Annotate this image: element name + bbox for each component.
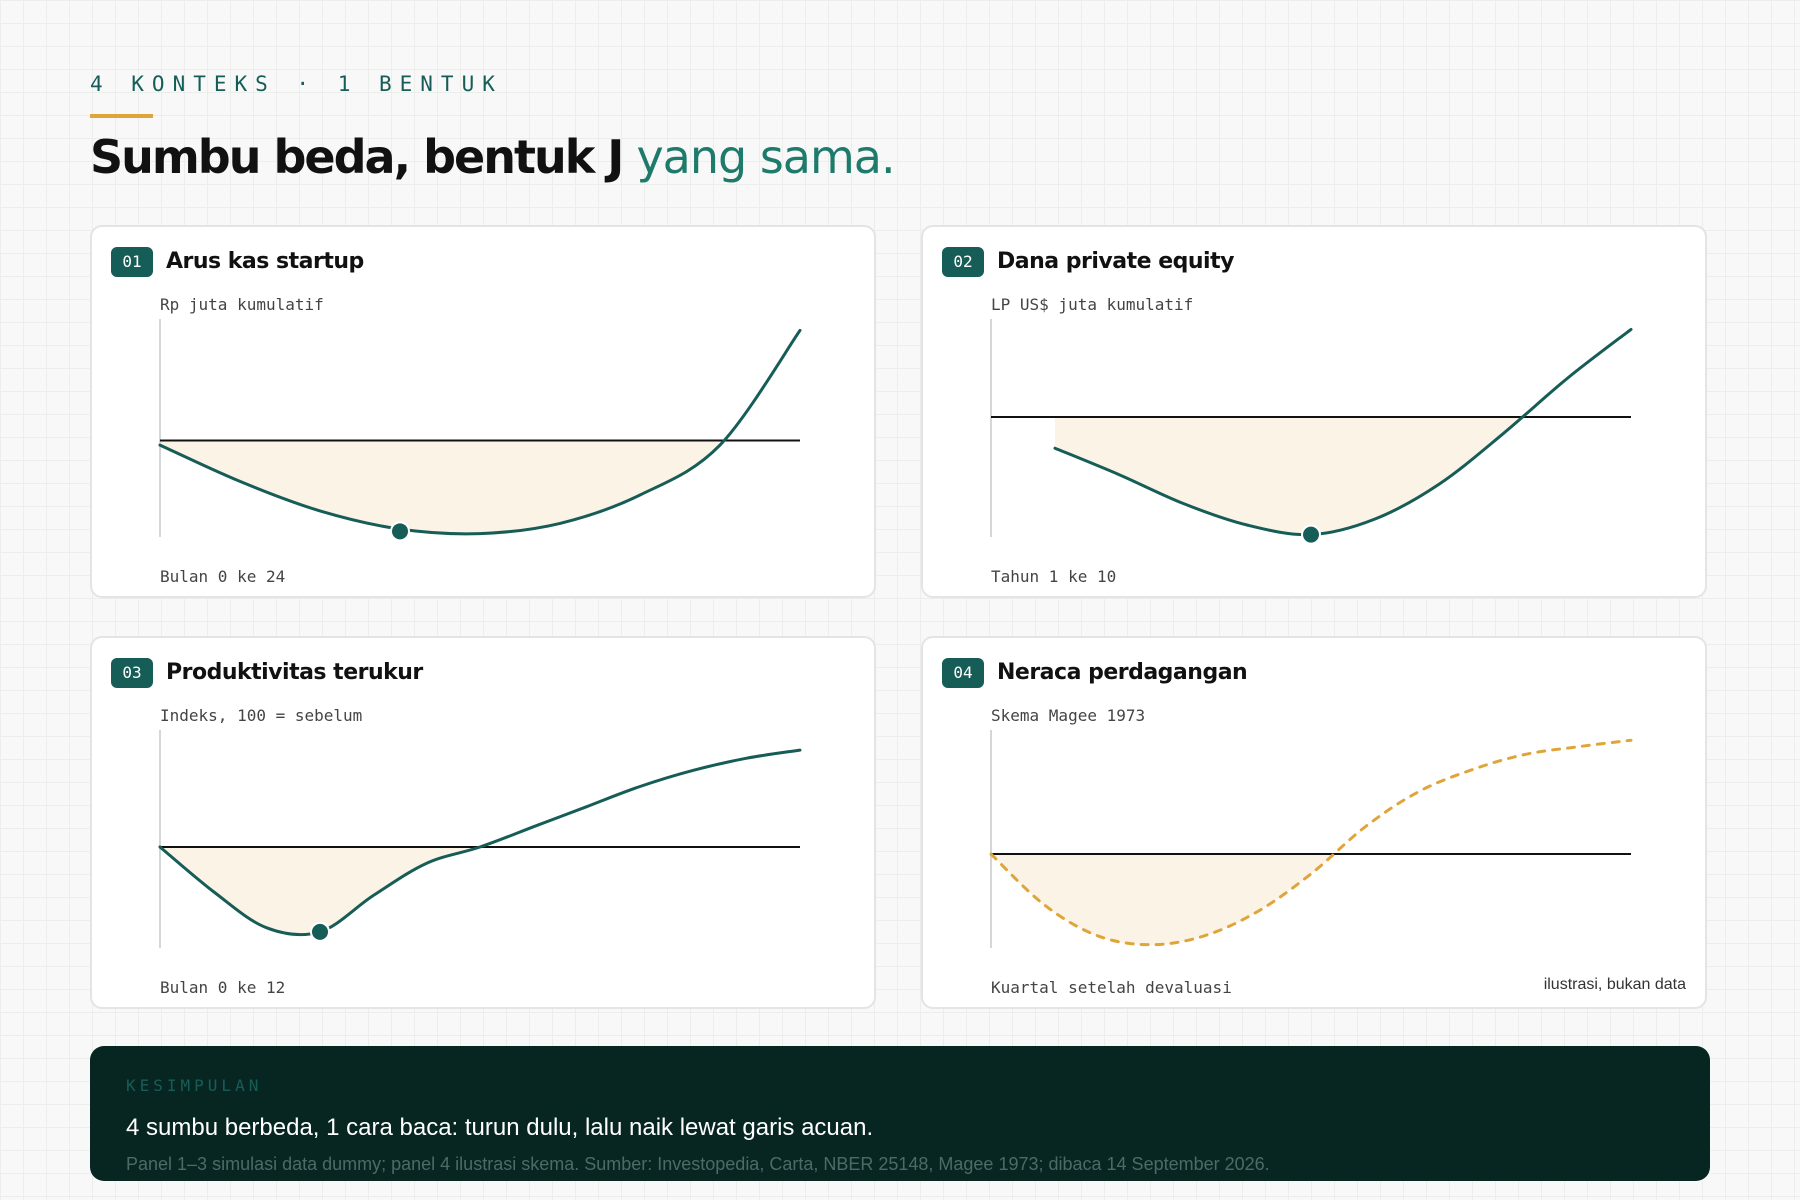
panel-unit-label: LP US$ juta kumulatif	[991, 295, 1194, 314]
conclusion-label: KESIMPULAN	[126, 1076, 263, 1095]
page-title-main: Sumbu beda, bentuk J	[90, 130, 624, 184]
series-line	[158, 328, 802, 536]
panel-productivity: 03 Produktivitas terukur Indeks, 100 = s…	[90, 636, 876, 1009]
trough-marker	[390, 521, 410, 542]
section-eyebrow: 4 KONTEKS · 1 BENTUK	[90, 72, 503, 96]
panel-x-label: Kuartal setelah devaluasi	[991, 978, 1232, 997]
chart-private-equity	[990, 319, 1633, 545]
chart-startup-cashflow	[158, 319, 802, 542]
below-baseline-area	[160, 847, 480, 935]
panel-unit-label: Rp juta kumulatif	[160, 295, 324, 314]
trough-marker	[1301, 524, 1321, 545]
series-line	[1053, 327, 1633, 537]
panel-unit-label: Indeks, 100 = sebelum	[160, 706, 363, 725]
panel-title: Dana private equity	[997, 249, 1234, 274]
page-title-accent: yang sama.	[636, 130, 895, 184]
below-baseline-area	[160, 440, 800, 534]
conclusion-panel: KESIMPULAN 4 sumbu berbeda, 1 cara baca:…	[90, 1046, 1710, 1181]
series-line	[989, 738, 1633, 947]
panel-x-label: Bulan 0 ke 24	[160, 567, 286, 586]
panel-unit-label: Skema Magee 1973	[991, 706, 1146, 725]
panel-x-label: Tahun 1 ke 10	[991, 567, 1117, 586]
panel-number-badge: 02	[942, 247, 984, 277]
conclusion-text: 4 sumbu berbeda, 1 cara baca: turun dulu…	[126, 1114, 874, 1141]
panel-private-equity: 02 Dana private equity LP US$ juta kumul…	[921, 225, 1707, 598]
panel-number-badge: 03	[111, 658, 153, 688]
panel-title: Arus kas startup	[166, 249, 364, 274]
illustration-note: ilustrasi, bukan data	[1543, 976, 1686, 993]
below-baseline-area	[991, 854, 1631, 945]
chart-productivity	[158, 730, 802, 948]
panel-number-badge: 04	[942, 658, 984, 688]
trough-marker	[310, 921, 330, 942]
eyebrow-underline	[90, 114, 153, 118]
page-title: Sumbu beda, bentuk J yang sama.	[90, 130, 896, 184]
panel-title: Produktivitas terukur	[166, 660, 423, 685]
series-line	[158, 748, 802, 937]
source-note: Panel 1–3 simulasi data dummy; panel 4 i…	[126, 1154, 1270, 1174]
panel-title: Neraca perdagangan	[997, 660, 1248, 685]
panel-x-label: Bulan 0 ke 12	[160, 978, 286, 997]
chart-trade-balance	[989, 730, 1633, 948]
below-baseline-area	[1055, 417, 1631, 535]
data-point	[1576, 745, 1579, 748]
panel-number-badge: 01	[111, 247, 153, 277]
panel-startup-cashflow: 01 Arus kas startup Rp juta kumulatif Bu…	[90, 225, 876, 598]
panel-trade-balance: 04 Neraca perdagangan Skema Magee 1973 K…	[921, 636, 1707, 1009]
